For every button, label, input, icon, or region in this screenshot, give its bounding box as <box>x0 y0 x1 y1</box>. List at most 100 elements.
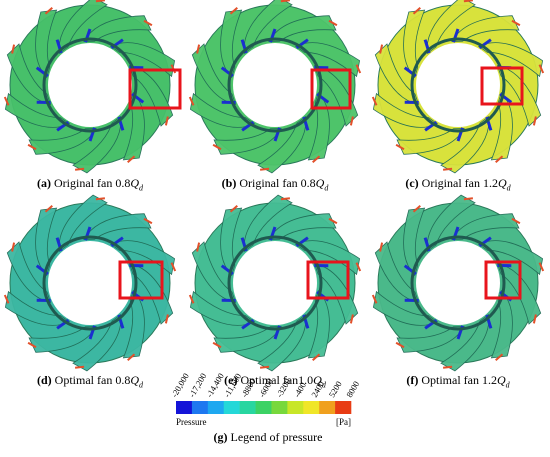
panel-text: Optimal fan1.0 <box>240 373 314 387</box>
highlight-box <box>128 68 182 110</box>
color-segment <box>239 401 256 414</box>
fan-hub-hole <box>48 241 132 325</box>
blade-tip <box>127 155 136 164</box>
legend-caption-text: Legend of pressure <box>230 430 323 444</box>
fan-hub-hole <box>233 43 317 127</box>
blade-tip <box>371 96 378 106</box>
fan-hub-hole <box>416 241 500 325</box>
color-segment <box>191 401 209 414</box>
blade-tip <box>143 19 153 27</box>
blade-tip <box>164 116 169 126</box>
highlight-box <box>306 260 350 300</box>
blade-tip <box>3 294 10 304</box>
blade-tip <box>3 96 10 106</box>
q-symbol: Q <box>130 176 139 190</box>
panel-text: Original fan 0.8 <box>239 176 316 190</box>
blade-tip <box>355 64 362 74</box>
fan-image <box>3 0 182 174</box>
blade-tip <box>188 96 195 106</box>
fan-rim <box>42 37 138 133</box>
fan-image <box>3 194 177 372</box>
panel-caption: (e) Optimal fan1.0Qd <box>224 373 326 389</box>
blade-tip <box>11 242 16 252</box>
blade-tip <box>280 197 290 201</box>
blade-tip <box>379 44 384 54</box>
blade-tip <box>196 44 201 54</box>
fan-image <box>188 0 362 174</box>
blade-tip <box>11 44 16 54</box>
fan-rim <box>410 235 506 331</box>
fan-rim <box>227 37 323 133</box>
blade-tip <box>188 294 195 304</box>
q-subscript: d <box>505 380 510 390</box>
blade-tip <box>355 262 362 272</box>
q-subscript: d <box>139 380 143 390</box>
q-subscript: d <box>321 380 326 390</box>
blade-tip <box>170 262 177 272</box>
panel-caption: (c) Original fan 1.2Qd <box>405 176 510 192</box>
blade-tip <box>260 167 270 171</box>
blade-tip <box>412 6 421 15</box>
blade-tip <box>443 167 453 171</box>
q-subscript: d <box>506 183 511 193</box>
panel-caption: (f) Optimal fan 1.2Qd <box>406 373 509 389</box>
blade-tip <box>443 365 453 369</box>
blade-tip <box>463 197 473 201</box>
blade-tip <box>463 0 473 3</box>
q-symbol: Q <box>496 373 506 387</box>
blade-tip <box>164 314 169 324</box>
blade-tip <box>312 353 321 362</box>
blade-tip <box>511 217 521 225</box>
panel-text: Original fan 1.2 <box>421 176 498 190</box>
blade-tip <box>127 353 136 362</box>
panel-caption: (d) Optimal fan 0.8Qd <box>37 373 143 389</box>
blade-tip <box>349 314 354 324</box>
panel-caption: (a) Original fan 0.8Qd <box>37 176 143 192</box>
blade-tip <box>328 19 338 27</box>
blade-tip <box>371 294 378 304</box>
panel-letter: (b) <box>221 176 237 190</box>
q-symbol: Q <box>315 176 325 190</box>
fan-rim <box>410 37 506 133</box>
fan-image <box>188 194 362 372</box>
blade-tip <box>379 242 384 252</box>
color-segment <box>335 401 352 414</box>
panel-text: Original fan 0.8 <box>54 176 131 190</box>
highlight-box <box>484 260 522 300</box>
legend-tick-label: 5200 <box>327 379 344 399</box>
panel-text: Optimal fan 0.8 <box>54 373 131 387</box>
legend-left-label: Pressure <box>176 417 207 427</box>
color-segment <box>319 401 336 414</box>
blade-tip <box>532 314 537 324</box>
blade-tip <box>349 116 354 126</box>
blade-tip <box>27 341 37 349</box>
blade-tip <box>75 167 85 171</box>
blade-tip <box>44 204 53 213</box>
q-symbol: Q <box>313 373 322 387</box>
color-segment <box>223 401 240 414</box>
q-subscript: d <box>138 183 143 193</box>
blade-tip <box>196 242 201 252</box>
panel-letter: (a) <box>37 176 52 190</box>
fan-hub-hole <box>48 43 132 127</box>
fan-image <box>371 0 545 174</box>
blade-tip <box>212 143 222 151</box>
blade-tip <box>143 217 153 225</box>
q-symbol: Q <box>130 373 139 387</box>
blade-tip <box>27 143 37 151</box>
highlight-box <box>118 260 164 300</box>
blade-tip <box>532 116 537 126</box>
blade-tip <box>95 197 105 201</box>
blade-tip <box>260 365 270 369</box>
legend-caption-letter: (g) <box>213 430 228 444</box>
blade-tip <box>495 155 504 164</box>
legend-unit: [Pa] <box>336 417 351 427</box>
q-subscript: d <box>324 183 329 193</box>
blade-tip <box>538 64 545 74</box>
blade-tip <box>280 0 290 3</box>
panel-letter: (d) <box>37 373 52 387</box>
blade-tip <box>95 0 105 3</box>
panel-letter: (c) <box>405 176 419 190</box>
